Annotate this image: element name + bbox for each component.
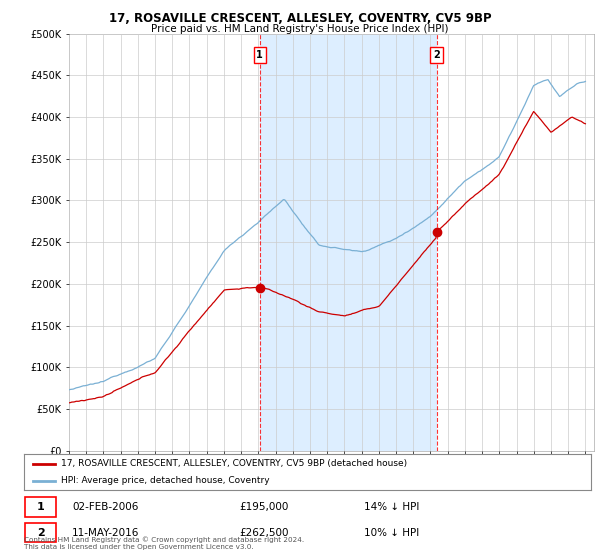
Text: Contains HM Land Registry data © Crown copyright and database right 2024.
This d: Contains HM Land Registry data © Crown c… bbox=[24, 537, 304, 550]
Text: HPI: Average price, detached house, Coventry: HPI: Average price, detached house, Cove… bbox=[61, 477, 269, 486]
Text: 02-FEB-2006: 02-FEB-2006 bbox=[72, 502, 139, 512]
Text: 10% ↓ HPI: 10% ↓ HPI bbox=[364, 528, 419, 538]
FancyBboxPatch shape bbox=[25, 497, 56, 517]
Text: 17, ROSAVILLE CRESCENT, ALLESLEY, COVENTRY, CV5 9BP: 17, ROSAVILLE CRESCENT, ALLESLEY, COVENT… bbox=[109, 12, 491, 25]
Text: 11-MAY-2016: 11-MAY-2016 bbox=[72, 528, 140, 538]
Text: £195,000: £195,000 bbox=[239, 502, 289, 512]
Text: 1: 1 bbox=[37, 502, 44, 512]
Text: 2: 2 bbox=[37, 528, 44, 538]
Text: Price paid vs. HM Land Registry's House Price Index (HPI): Price paid vs. HM Land Registry's House … bbox=[151, 24, 449, 34]
Text: 1: 1 bbox=[256, 50, 263, 60]
Text: 2: 2 bbox=[433, 50, 440, 60]
Bar bbox=[260, 34, 437, 451]
FancyBboxPatch shape bbox=[25, 522, 56, 543]
Text: 14% ↓ HPI: 14% ↓ HPI bbox=[364, 502, 419, 512]
Text: £262,500: £262,500 bbox=[239, 528, 289, 538]
Text: 17, ROSAVILLE CRESCENT, ALLESLEY, COVENTRY, CV5 9BP (detached house): 17, ROSAVILLE CRESCENT, ALLESLEY, COVENT… bbox=[61, 459, 407, 468]
